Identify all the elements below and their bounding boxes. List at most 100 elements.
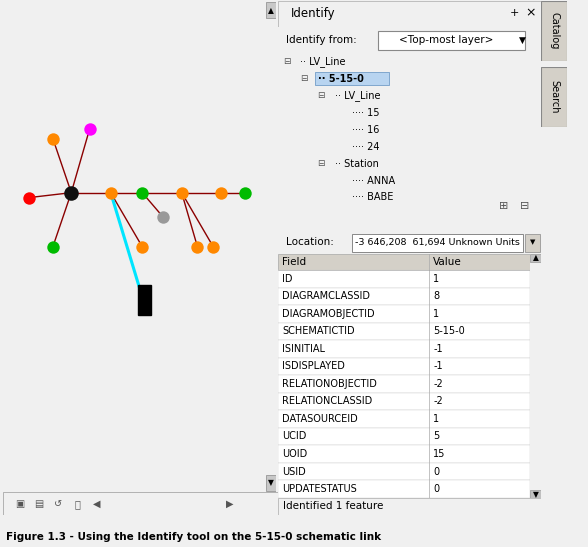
Bar xyxy=(278,270,530,288)
Point xyxy=(216,188,226,197)
Text: Value: Value xyxy=(433,257,462,267)
Point xyxy=(48,242,58,251)
Text: 8: 8 xyxy=(433,292,439,301)
Text: -2: -2 xyxy=(433,397,443,406)
Bar xyxy=(278,340,530,358)
Text: UOID: UOID xyxy=(282,449,307,459)
Text: ◀: ◀ xyxy=(93,499,101,509)
Text: Identified 1 feature: Identified 1 feature xyxy=(283,501,384,511)
Text: ⊟: ⊟ xyxy=(318,91,325,100)
Text: -1: -1 xyxy=(433,344,443,354)
Bar xyxy=(278,393,530,410)
Text: ▲: ▲ xyxy=(533,253,539,263)
Text: Identify: Identify xyxy=(291,7,336,20)
Text: USID: USID xyxy=(282,467,306,476)
Bar xyxy=(278,480,530,498)
Bar xyxy=(530,491,541,498)
Point xyxy=(85,124,95,133)
Point xyxy=(177,188,186,197)
Text: ↺: ↺ xyxy=(54,499,62,509)
Bar xyxy=(278,445,530,463)
Text: -3 646,208  61,694 Unknown Units: -3 646,208 61,694 Unknown Units xyxy=(355,238,520,247)
Bar xyxy=(266,2,276,18)
Bar xyxy=(278,375,530,393)
Text: ID: ID xyxy=(282,274,292,284)
Text: ⊟: ⊟ xyxy=(318,159,325,168)
Bar xyxy=(138,286,152,315)
Text: 0: 0 xyxy=(433,467,439,476)
Point xyxy=(66,188,76,197)
Bar xyxy=(352,234,523,252)
Text: ⊟: ⊟ xyxy=(283,57,291,66)
Bar xyxy=(278,358,530,375)
Text: Catalog: Catalog xyxy=(549,13,559,50)
Text: ▲: ▲ xyxy=(268,6,274,15)
Text: ▶: ▶ xyxy=(226,499,233,509)
Text: DATASOURCEID: DATASOURCEID xyxy=(282,414,358,424)
Text: ⊞: ⊞ xyxy=(499,201,508,211)
Text: -1: -1 xyxy=(433,362,443,371)
Point xyxy=(193,242,202,251)
Text: RELATIONCLASSID: RELATIONCLASSID xyxy=(282,397,372,406)
Bar xyxy=(278,323,530,340)
Point xyxy=(240,188,249,197)
Text: Field: Field xyxy=(282,257,306,267)
Point xyxy=(159,213,168,222)
Text: DIAGRAMOBJECTID: DIAGRAMOBJECTID xyxy=(282,309,375,319)
Text: ·· 5-15-0: ·· 5-15-0 xyxy=(318,74,363,84)
Text: ▼: ▼ xyxy=(530,240,535,246)
Bar xyxy=(530,254,541,261)
Bar xyxy=(278,254,530,270)
Text: 0: 0 xyxy=(433,484,439,494)
Text: ⊟: ⊟ xyxy=(300,74,308,83)
Text: ···· 24: ···· 24 xyxy=(352,142,379,152)
Bar xyxy=(378,31,525,50)
Text: ▤: ▤ xyxy=(34,499,44,509)
Text: Location:: Location: xyxy=(286,237,334,247)
Point xyxy=(138,188,147,197)
Point xyxy=(138,242,147,251)
Bar xyxy=(315,72,389,85)
Text: RELATIONOBJECTID: RELATIONOBJECTID xyxy=(282,379,377,389)
Text: ▣: ▣ xyxy=(15,499,24,509)
Text: ISINITIAL: ISINITIAL xyxy=(282,344,325,354)
Text: UPDATESTATUS: UPDATESTATUS xyxy=(282,484,357,494)
Text: 5: 5 xyxy=(433,432,439,441)
Text: +: + xyxy=(509,8,519,18)
Text: ·· LV_Line: ·· LV_Line xyxy=(300,56,346,67)
Text: SCHEMATICTID: SCHEMATICTID xyxy=(282,327,355,336)
Point xyxy=(209,242,218,251)
Text: DIAGRAMCLASSID: DIAGRAMCLASSID xyxy=(282,292,370,301)
Text: ···· BABE: ···· BABE xyxy=(352,193,393,202)
Bar xyxy=(278,428,530,445)
Bar xyxy=(266,475,276,491)
Text: ×: × xyxy=(525,7,536,19)
Text: 5-15-0: 5-15-0 xyxy=(433,327,465,336)
Text: ISDISPLAYED: ISDISPLAYED xyxy=(282,362,345,371)
Text: ···· ANNA: ···· ANNA xyxy=(352,176,395,185)
Text: 15: 15 xyxy=(433,449,446,459)
Text: ▼: ▼ xyxy=(519,36,526,44)
Text: ·· LV_Line: ·· LV_Line xyxy=(335,90,380,101)
Text: Search: Search xyxy=(549,80,559,114)
Point xyxy=(106,188,115,197)
Bar xyxy=(278,410,530,428)
Text: Identify from:: Identify from: xyxy=(286,35,357,45)
Text: -2: -2 xyxy=(433,379,443,389)
Text: ···· 16: ···· 16 xyxy=(352,125,379,135)
Text: 1: 1 xyxy=(433,309,439,319)
Text: ⊟: ⊟ xyxy=(520,201,529,211)
Point xyxy=(48,134,58,143)
Text: Figure 1.3 - Using the Identify tool on the 5-15-0 schematic link: Figure 1.3 - Using the Identify tool on … xyxy=(6,532,381,542)
Bar xyxy=(278,288,530,305)
Text: 1: 1 xyxy=(433,414,439,424)
Text: <Top-most layer>: <Top-most layer> xyxy=(399,35,493,45)
Bar xyxy=(525,234,540,252)
Bar xyxy=(278,305,530,323)
Text: UCID: UCID xyxy=(282,432,306,441)
Bar xyxy=(278,463,530,480)
Text: ·· Station: ·· Station xyxy=(335,159,379,168)
Text: ▼: ▼ xyxy=(533,490,539,499)
Point xyxy=(25,193,34,202)
Text: ▼: ▼ xyxy=(268,479,274,487)
